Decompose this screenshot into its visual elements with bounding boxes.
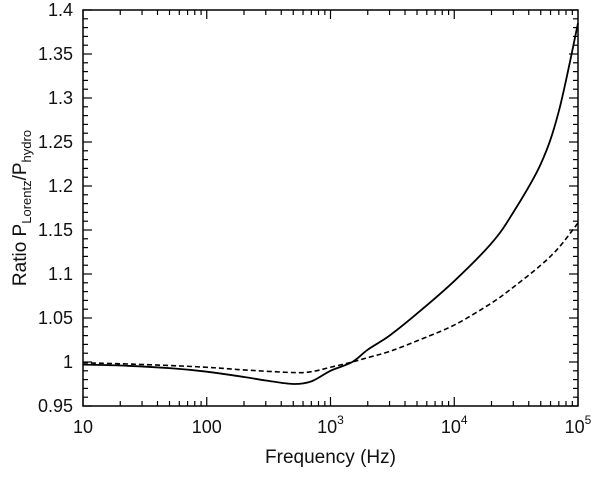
- y-tick-label: 1.4: [48, 0, 73, 20]
- x-tick-label: 103: [317, 413, 344, 437]
- y-tick-label: 1.2: [48, 176, 73, 196]
- y-tick-label: 0.95: [38, 396, 73, 416]
- x-tick-exponent: 3: [337, 413, 344, 427]
- x-tick-exponent: 5: [585, 413, 592, 427]
- x-tick-exponent: 4: [461, 413, 468, 427]
- y-axis-label-part-1: Lorentz: [19, 180, 34, 223]
- y-axis-label: Ratio PLorentz/Phydro: [10, 130, 34, 286]
- x-tick-label: 105: [565, 413, 592, 437]
- plot-area: 0.95 1 1.05 1.1 1.15 1.2 1.25 1.3 1.35 1.4 10 100 10…: [10, 0, 592, 468]
- y-tick-label: 1.35: [38, 44, 73, 64]
- y-tick-label: 1: [63, 352, 73, 372]
- y-axis-label-part-3: hydro: [19, 130, 34, 163]
- series-line-dashed: [82, 222, 579, 374]
- x-tick-label: 104: [441, 413, 468, 437]
- y-tick-label: 1.1: [48, 264, 73, 284]
- y-tick-label: 1.3: [48, 88, 73, 108]
- plot-frame: [82, 9, 579, 407]
- y-axis-label-part-2: /P: [10, 162, 31, 180]
- y-tick-label: 1.05: [38, 308, 73, 328]
- x-axis-label: Frequency (Hz): [265, 447, 396, 468]
- y-axis-label-part-0: Ratio P: [10, 224, 31, 286]
- x-tick-label: 100: [192, 417, 222, 437]
- series-line-solid: [82, 23, 579, 385]
- x-tick-label: 10: [73, 417, 93, 437]
- y-tick-label: 1.15: [38, 220, 73, 240]
- y-tick-label: 1.25: [38, 132, 73, 152]
